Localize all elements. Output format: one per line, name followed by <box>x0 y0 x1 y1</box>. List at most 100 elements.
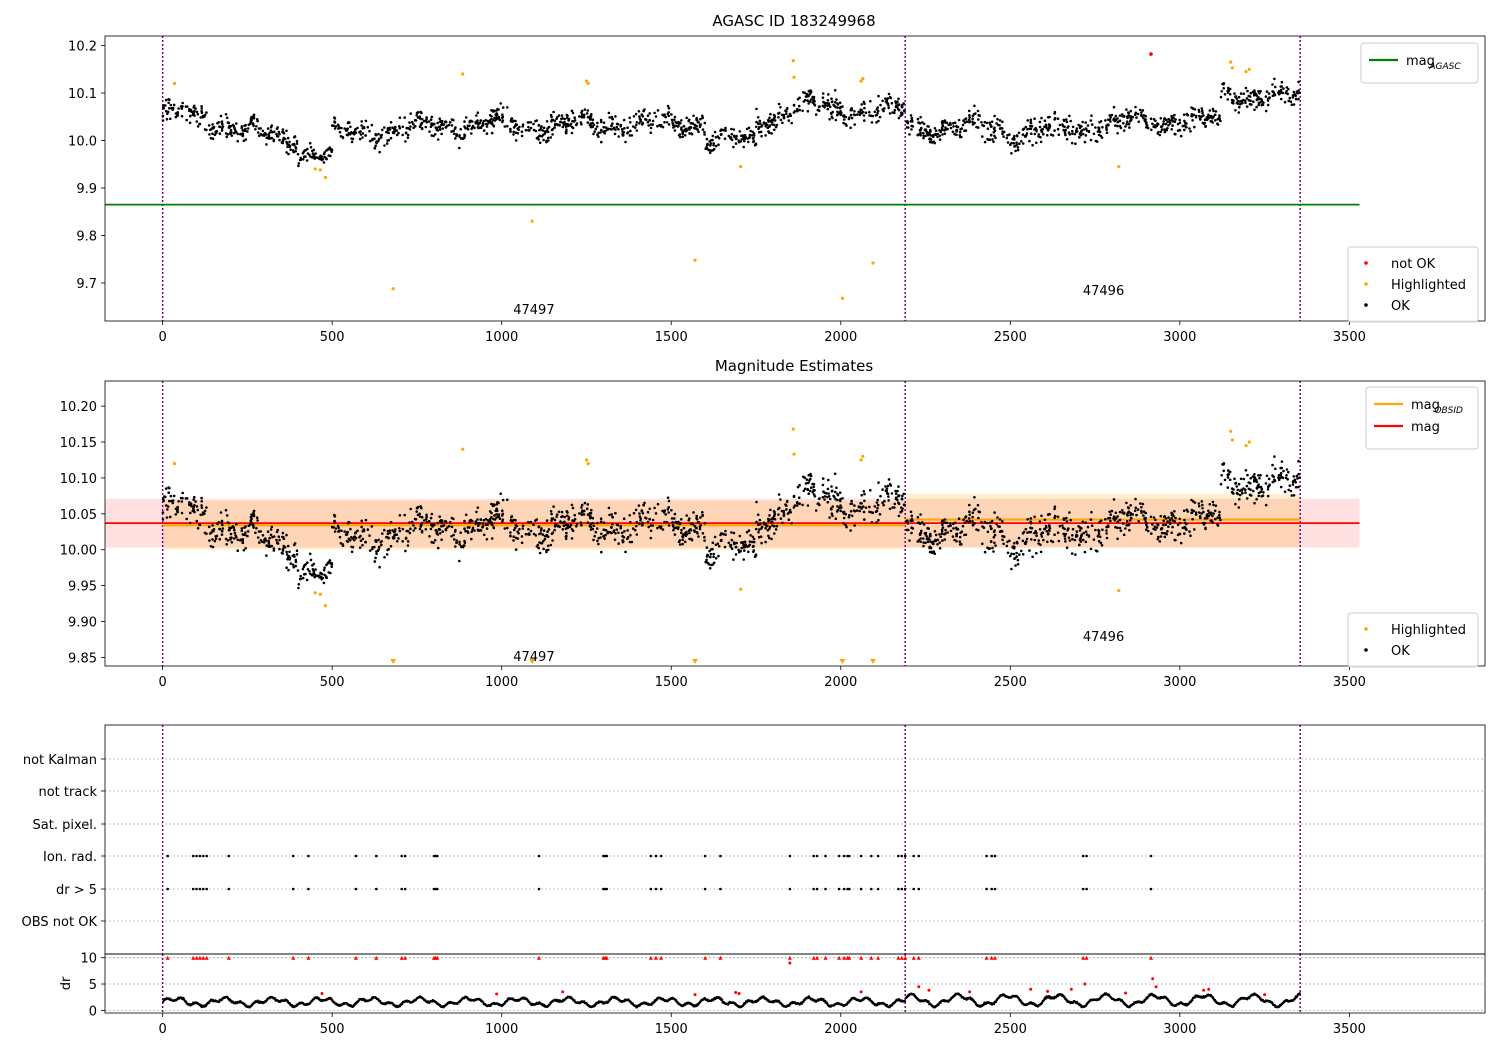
ok-point <box>278 138 281 142</box>
ok-point <box>1166 520 1169 523</box>
ok-point <box>797 104 801 108</box>
highlighted-point <box>861 77 865 81</box>
legend-label: OK <box>1391 299 1410 314</box>
ok-point <box>200 496 203 500</box>
ok-point <box>360 519 364 523</box>
ok-point <box>1099 541 1103 545</box>
ok-point <box>354 531 357 535</box>
ok-point <box>317 574 321 577</box>
ok-point <box>296 569 300 572</box>
ok-point <box>737 550 741 554</box>
ok-point <box>1095 140 1099 143</box>
ok-point <box>205 532 208 535</box>
ok-point <box>917 121 920 124</box>
ok-point <box>219 114 223 118</box>
ok-point <box>350 140 354 144</box>
ok-point <box>747 126 751 130</box>
ok-point <box>1167 124 1170 127</box>
ok-point <box>635 520 639 524</box>
ok-point <box>196 508 200 512</box>
ok-point <box>671 525 675 528</box>
ok-point <box>934 133 938 136</box>
ok-point <box>1112 517 1115 520</box>
ok-point <box>1226 89 1229 93</box>
ok-point <box>635 533 639 536</box>
ok-point <box>1252 100 1255 103</box>
flag-point <box>659 887 663 891</box>
ok-point <box>1285 468 1289 471</box>
ok-point <box>1068 511 1071 514</box>
ok-point <box>509 531 512 534</box>
ok-point <box>1266 488 1270 491</box>
ok-point <box>1010 567 1013 571</box>
ok-point <box>586 513 590 516</box>
ok-point <box>208 532 212 535</box>
ok-point <box>723 545 727 549</box>
ok-point <box>1185 126 1188 129</box>
ok-point <box>1135 513 1138 517</box>
ok-point <box>1020 549 1023 553</box>
ok-point <box>1145 525 1149 529</box>
obsid-label: 47497 <box>513 303 554 318</box>
ok-point <box>580 512 583 515</box>
ok-point <box>896 489 899 493</box>
ok-point <box>1105 532 1108 535</box>
ok-point <box>620 531 624 535</box>
ok-point <box>1204 527 1207 531</box>
ok-point <box>748 133 752 137</box>
ok-point <box>312 152 315 156</box>
ok-point <box>492 526 496 530</box>
ok-point <box>949 123 952 126</box>
ok-point <box>894 100 897 103</box>
ok-point <box>527 521 530 524</box>
ok-point <box>630 134 634 137</box>
ok-point <box>360 525 363 529</box>
ok-point <box>224 132 228 135</box>
highlighted-point <box>461 72 465 76</box>
flag-point <box>191 854 195 858</box>
ok-point <box>936 538 940 542</box>
ok-point <box>241 538 245 541</box>
ok-point <box>968 513 971 516</box>
ok-point <box>972 122 975 126</box>
ok-point <box>730 132 734 136</box>
ok-point <box>404 549 407 553</box>
ok-point <box>420 127 424 131</box>
y-tick-label: 9.85 <box>68 651 97 666</box>
legend-label: OK <box>1391 644 1410 659</box>
ok-point <box>807 94 810 98</box>
ok-point <box>420 516 424 519</box>
ok-point <box>381 532 384 535</box>
ok-point <box>1201 503 1204 507</box>
ok-point <box>989 134 993 137</box>
ok-point <box>1082 531 1085 535</box>
ok-point <box>742 546 746 549</box>
ok-point <box>933 127 937 130</box>
ok-point <box>748 543 752 547</box>
ok-point <box>332 124 335 128</box>
ok-point <box>1136 112 1140 116</box>
ok-point <box>218 125 222 129</box>
ok-point <box>1237 95 1241 99</box>
ok-point <box>1193 125 1196 129</box>
ok-point <box>777 513 780 516</box>
ok-point <box>240 529 244 533</box>
highlighted-point <box>1247 440 1251 444</box>
ok-point <box>277 130 281 134</box>
ok-point <box>333 521 337 524</box>
ok-point <box>1015 551 1018 555</box>
ok-point <box>779 118 783 122</box>
ok-point <box>1079 131 1082 135</box>
ok-point <box>270 525 274 529</box>
ok-point <box>1096 130 1100 133</box>
highlighted-point <box>859 458 863 462</box>
ok-point <box>1189 534 1192 537</box>
ok-point <box>205 506 208 509</box>
ok-point <box>1098 130 1102 134</box>
ok-point <box>1133 509 1137 512</box>
ok-point <box>602 521 606 524</box>
ok-point <box>675 121 679 125</box>
ok-point <box>1219 95 1223 99</box>
ok-point <box>643 501 646 505</box>
ok-point <box>1001 538 1004 542</box>
